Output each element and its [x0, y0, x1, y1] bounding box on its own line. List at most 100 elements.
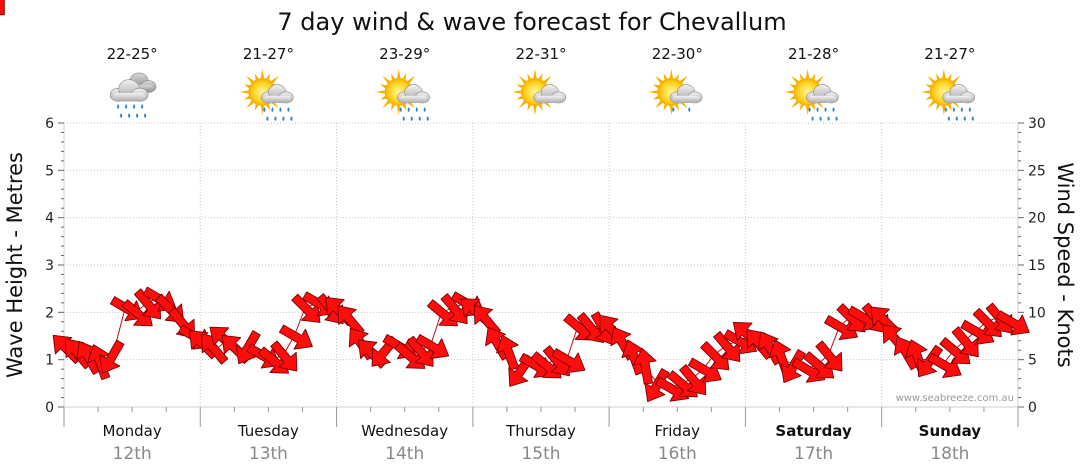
sun-ray	[925, 84, 932, 89]
sun-ray	[391, 73, 395, 80]
sun-ray	[663, 104, 668, 111]
sun-ray	[936, 104, 941, 111]
left-tick-label: 3	[45, 258, 54, 274]
sun-ray	[402, 73, 407, 80]
sun-ray	[407, 75, 415, 84]
sun-ray	[382, 100, 391, 109]
wind-arrow	[951, 326, 979, 358]
sun-ray	[527, 104, 532, 111]
sun-ray	[920, 90, 930, 94]
wind-arrow	[815, 340, 843, 372]
sun-ray	[925, 95, 932, 100]
wind-arrow	[496, 334, 519, 371]
wind-arrow	[632, 348, 657, 385]
sun-ray	[246, 75, 254, 84]
wind-arrow	[551, 348, 586, 374]
temperature-label: 21-28°	[788, 45, 839, 63]
sun-ray	[402, 104, 407, 111]
rain-drop	[266, 116, 269, 121]
left-axis-title: Wave Height - Metres	[3, 152, 27, 378]
sun-ray	[675, 73, 679, 80]
rain-drop	[287, 107, 290, 112]
sun-ray	[512, 90, 522, 94]
sun-ray	[254, 104, 259, 111]
sun-ray	[947, 104, 952, 111]
wind-arrow	[278, 324, 313, 350]
rain-drop	[136, 113, 139, 118]
rain-drop	[835, 116, 838, 121]
sun-ray	[789, 84, 796, 89]
sun-ray	[652, 84, 660, 89]
date-label: 18th	[930, 444, 969, 464]
temperature-label: 22-25°	[107, 45, 158, 63]
sun-ray	[260, 105, 265, 115]
rain-drop	[133, 104, 136, 109]
left-axis-ticks: 0 1 2 3 4 5 6	[45, 116, 64, 416]
sun-ray	[543, 75, 552, 84]
rain-drop	[811, 116, 814, 121]
rain-drop	[827, 116, 830, 121]
sun-ray	[655, 75, 663, 84]
sun-ray	[271, 75, 279, 84]
day-label: Thursday	[505, 422, 576, 440]
rain-drop	[117, 104, 120, 109]
sun-ray	[927, 100, 936, 109]
temperature-label: 22-31°	[515, 45, 566, 63]
rain-drop	[399, 107, 402, 112]
rain-drop	[274, 116, 277, 121]
cloud-base	[945, 95, 973, 103]
rain-drop	[271, 107, 274, 112]
date-label: 16th	[658, 444, 697, 464]
credit-watermark: www.seabreeze.com.au	[896, 393, 1014, 404]
sun-ray	[518, 100, 527, 109]
date-label: 13th	[249, 444, 288, 464]
sun-ray	[811, 104, 816, 111]
temperature-label: 21-27°	[924, 45, 975, 63]
sun-ray	[648, 90, 658, 94]
right-tick-label: 10	[1028, 305, 1046, 321]
sun-ray	[518, 75, 527, 84]
sun-ray	[675, 104, 679, 111]
sun-ray	[669, 105, 673, 115]
rain-drop	[944, 107, 947, 112]
sun-cloud-shower-icon	[648, 69, 703, 115]
sun-ray	[947, 73, 952, 80]
sun-ray	[791, 75, 799, 84]
rain-drop	[263, 107, 266, 112]
sun-ray	[799, 104, 804, 111]
right-tick-label: 5	[1028, 353, 1037, 369]
sun-ray	[538, 73, 543, 80]
sun-ray	[679, 75, 688, 84]
sun-ray	[533, 105, 537, 115]
sun-ray	[243, 95, 251, 100]
sun-ray	[952, 75, 961, 84]
cloud-base	[399, 95, 428, 103]
chart-title: 7 day wind & wave forecast for Chevallum	[277, 8, 786, 36]
wind-arrow	[995, 310, 1030, 336]
sun-ray	[942, 69, 946, 79]
wind-arrow	[687, 357, 722, 383]
date-label: 12th	[113, 444, 152, 464]
right-tick-label: 0	[1028, 400, 1037, 416]
rain-drop	[290, 116, 293, 121]
wind-arrow	[927, 352, 962, 379]
rain-drop	[672, 107, 675, 112]
date-label: 17th	[794, 444, 833, 464]
sun-ray	[380, 95, 387, 100]
sun-ray	[380, 84, 387, 89]
sun-ray	[260, 69, 265, 79]
sun-ray	[375, 90, 385, 94]
rain-drop	[832, 107, 835, 112]
sun-ray	[266, 73, 271, 80]
rain-drop	[141, 104, 144, 109]
rain-drop	[120, 113, 123, 118]
sun-ray	[533, 69, 537, 79]
day-label: Friday	[655, 422, 701, 440]
rain-drop	[128, 113, 131, 118]
temperature-label: 23-29°	[379, 45, 430, 63]
x-axis-days: Monday 12th Tuesday 13th Wednesday 14th Thursd…	[63, 407, 1019, 464]
sun-ray	[784, 90, 794, 94]
day-label: Wednesday	[361, 422, 448, 440]
rain-drop	[688, 107, 691, 112]
